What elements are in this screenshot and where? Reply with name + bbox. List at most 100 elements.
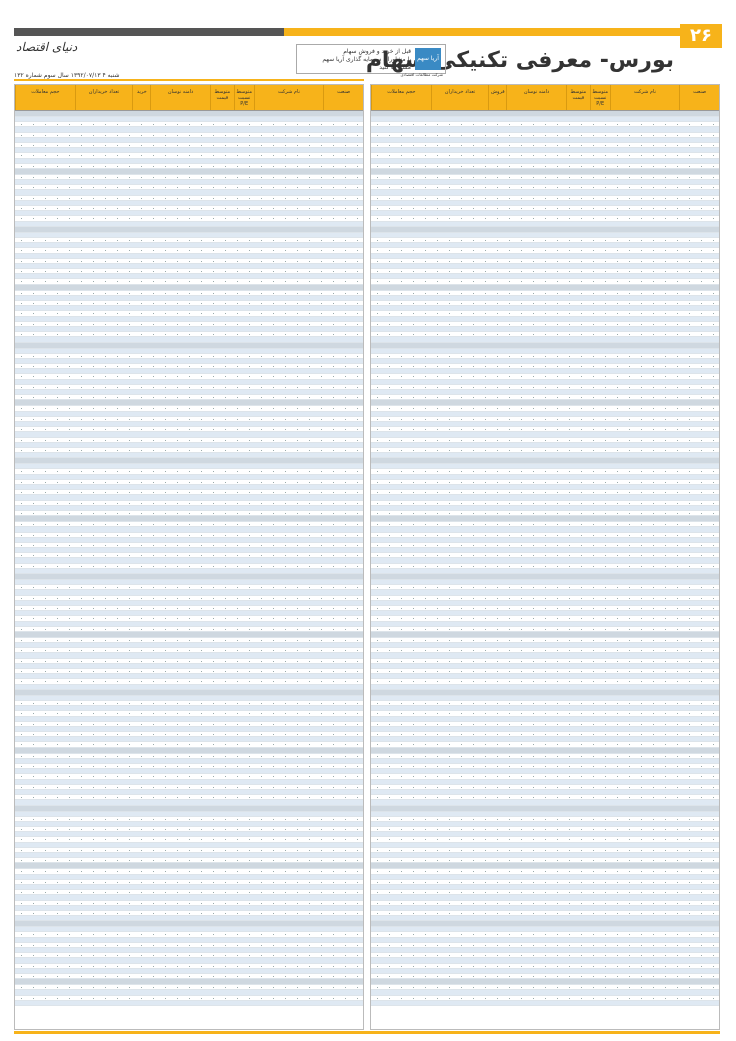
table-row xyxy=(15,637,363,644)
table-row xyxy=(371,789,719,796)
table-row xyxy=(15,689,363,696)
table-row xyxy=(371,879,719,885)
table-row xyxy=(371,548,719,554)
table-row xyxy=(15,863,363,870)
table-row xyxy=(371,1000,719,1006)
table-row xyxy=(371,890,719,896)
table-row xyxy=(371,248,719,254)
table-row xyxy=(15,369,363,375)
table-row xyxy=(371,590,719,596)
table-row xyxy=(15,942,363,948)
table-row xyxy=(15,995,363,1001)
table-row xyxy=(371,269,719,275)
top-bar-dark xyxy=(14,28,284,36)
table-row xyxy=(15,190,363,196)
table-row xyxy=(15,869,363,875)
table-row xyxy=(371,784,719,790)
table-row xyxy=(371,821,719,828)
table-header-left: صنعت نام شرکت متوسط نسبت P/E متوسط قیمت … xyxy=(15,85,363,111)
table-row xyxy=(15,195,363,201)
table-row xyxy=(371,637,719,644)
table-row xyxy=(15,858,363,864)
table-row xyxy=(371,516,719,523)
table-row xyxy=(15,669,363,675)
table-row xyxy=(15,616,363,622)
table-row xyxy=(15,284,363,291)
table-row xyxy=(15,269,363,275)
table-row xyxy=(15,553,363,559)
table-row xyxy=(15,753,363,759)
table-row xyxy=(371,674,719,680)
table-row xyxy=(15,258,363,264)
table-row xyxy=(371,274,719,280)
table-row xyxy=(371,643,719,649)
table-row xyxy=(15,968,363,974)
table-row xyxy=(371,432,719,438)
table-row xyxy=(15,464,363,470)
header-pe: متوسط نسبت P/E xyxy=(233,85,254,110)
table-row xyxy=(371,827,719,833)
table-row xyxy=(371,180,719,186)
table-row xyxy=(371,737,719,743)
table-row xyxy=(371,811,719,817)
table-row xyxy=(371,458,719,465)
table-row xyxy=(15,474,363,480)
table-row xyxy=(15,948,363,954)
table-row xyxy=(15,985,363,991)
table-row xyxy=(371,505,719,511)
table-row xyxy=(15,795,363,801)
table-row xyxy=(371,485,719,491)
table-row xyxy=(15,884,363,891)
table-row xyxy=(371,973,719,980)
table-row xyxy=(15,374,363,380)
table-row xyxy=(15,117,363,123)
table-row xyxy=(371,447,719,454)
table-row xyxy=(15,953,363,959)
table-row xyxy=(15,963,363,969)
table-row xyxy=(371,658,719,664)
table-row xyxy=(371,127,719,133)
table-row xyxy=(15,185,363,191)
table-row xyxy=(15,137,363,143)
table-row xyxy=(15,211,363,217)
table-row xyxy=(371,932,719,938)
header-industry: صنعت xyxy=(323,85,363,110)
table-row xyxy=(15,663,363,669)
table-row xyxy=(15,706,363,712)
ad-sub: شرکت مطالعات اقتصادی xyxy=(400,72,443,77)
table-row xyxy=(15,153,363,159)
table-row xyxy=(15,626,363,632)
table-row xyxy=(15,453,363,459)
table-row xyxy=(371,574,719,580)
table-row xyxy=(15,737,363,743)
table-row xyxy=(15,243,363,249)
table-row xyxy=(371,742,719,748)
table-row xyxy=(15,206,363,212)
table-row xyxy=(371,905,719,911)
table-row xyxy=(371,348,719,354)
table-row xyxy=(371,479,719,485)
table-row xyxy=(15,400,363,407)
table-row xyxy=(371,747,719,754)
table-row xyxy=(15,900,363,906)
ad-line-2: با مشاوران سرمایه گذاری آریا سهم xyxy=(322,56,411,63)
table-row xyxy=(371,937,719,943)
table-row xyxy=(371,306,719,312)
table-row xyxy=(15,253,363,259)
table-row xyxy=(371,816,719,822)
table-row xyxy=(15,595,363,601)
table-row xyxy=(15,532,363,538)
table-row xyxy=(371,779,719,785)
table-row xyxy=(371,337,719,343)
stock-table-left: صنعت نام شرکت متوسط نسبت P/E متوسط قیمت … xyxy=(14,84,364,1030)
header-company: نام شرکت xyxy=(609,85,680,110)
orange-rule xyxy=(14,79,364,81)
table-row xyxy=(15,774,363,780)
ad-logo: آریا سهم xyxy=(415,48,441,70)
table-row xyxy=(15,563,363,569)
newspaper-logo: دنیای اقتصاد xyxy=(16,40,78,54)
table-row xyxy=(371,211,719,217)
table-row xyxy=(371,311,719,317)
table-row xyxy=(15,611,363,617)
table-row xyxy=(15,979,363,986)
